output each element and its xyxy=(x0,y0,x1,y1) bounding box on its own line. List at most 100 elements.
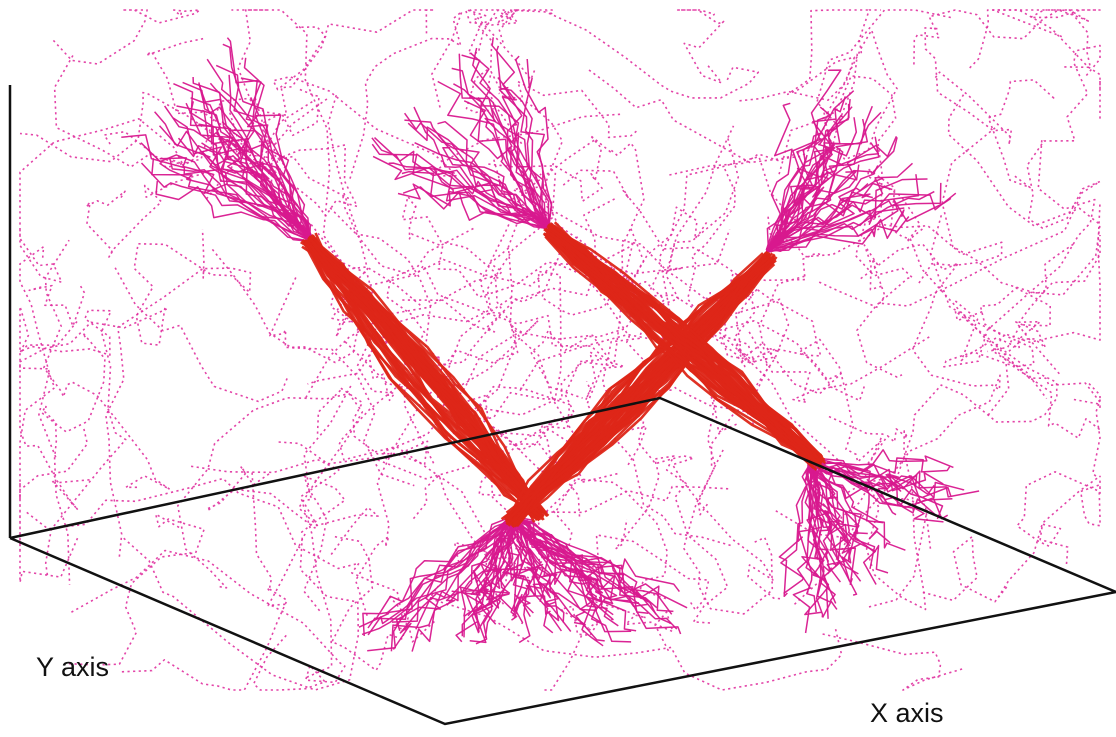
fan-trajectory xyxy=(140,142,313,240)
fan-trajectory xyxy=(215,64,313,241)
fan-trajectory xyxy=(510,519,674,613)
background-trajectory xyxy=(979,287,1051,353)
background-trajectory xyxy=(947,94,1101,296)
background-trajectory xyxy=(614,455,729,624)
background-trajectory xyxy=(778,75,913,378)
fan-trajectory xyxy=(807,461,852,545)
fan-trajectory xyxy=(768,192,957,250)
y-axis-label: Y axis xyxy=(36,652,110,682)
background-trajectory xyxy=(748,331,932,404)
background-trajectory xyxy=(348,10,463,182)
fan-trajectory xyxy=(768,105,873,249)
fan-trajectory xyxy=(768,190,935,253)
background-trajectory xyxy=(591,421,733,547)
background-trajectory xyxy=(995,383,1101,601)
fan-trajectory xyxy=(477,97,548,230)
background-trajectory xyxy=(19,309,127,576)
fan-trajectory xyxy=(809,458,935,495)
background-trajectory xyxy=(412,474,511,582)
background-trajectory xyxy=(19,91,240,163)
fan-trajectory xyxy=(810,462,889,574)
fan-trajectory xyxy=(768,96,847,252)
background-trajectory xyxy=(316,331,613,466)
fan-trajectory xyxy=(373,137,551,229)
background-trajectory xyxy=(278,432,578,573)
background-trajectory xyxy=(508,478,668,600)
fan-trajectory xyxy=(513,515,614,616)
fan-trajectory xyxy=(512,519,605,642)
fan-trajectory xyxy=(510,517,604,603)
fan-trajectory xyxy=(511,517,673,615)
fan-trajectory xyxy=(437,134,547,231)
background-trajectory xyxy=(822,633,966,691)
fan-trajectory xyxy=(511,516,598,598)
background-trajectory xyxy=(798,338,882,463)
fan-trajectory xyxy=(765,102,793,250)
fan-trajectory xyxy=(809,463,852,582)
fan-trajectory xyxy=(510,517,619,627)
background-trajectory xyxy=(19,245,58,461)
bundle-trajectory xyxy=(550,226,825,462)
fan-trajectory xyxy=(512,518,672,625)
background-trajectory xyxy=(330,227,474,351)
fan-trajectory xyxy=(397,183,549,229)
front-floor-edge xyxy=(9,536,1116,726)
axes xyxy=(8,85,1116,726)
background-trajectory xyxy=(258,97,329,154)
fan-trajectory xyxy=(801,461,824,618)
background-trajectory xyxy=(113,265,288,403)
background-trajectory xyxy=(19,118,184,283)
fan-trajectory xyxy=(392,519,513,650)
background-trajectory xyxy=(562,169,822,364)
background-trajectory xyxy=(276,155,442,378)
background-trajectory xyxy=(847,243,1001,493)
fan-trajectory xyxy=(767,209,905,252)
bundle-trajectory xyxy=(309,242,537,519)
fan-trajectory xyxy=(798,462,817,613)
fan-trajectory xyxy=(437,80,551,231)
fan-trajectory xyxy=(367,515,514,629)
background-trajectory xyxy=(354,373,581,620)
background-trajectory xyxy=(103,97,275,169)
fan-trajectory xyxy=(402,186,547,230)
background-trajectory xyxy=(739,9,871,102)
background-trajectory xyxy=(272,26,623,177)
background-trajectory xyxy=(40,332,106,585)
bundle-trajectory xyxy=(544,235,819,464)
fan-trajectory xyxy=(159,162,311,241)
fan-trajectory xyxy=(455,519,514,643)
background-trajectory xyxy=(65,513,205,666)
background-trajectory xyxy=(498,80,637,139)
background-trajectory xyxy=(239,475,346,607)
background-trajectory xyxy=(941,127,1076,295)
background-trajectory xyxy=(442,229,731,423)
fan-trajectory xyxy=(390,518,512,652)
background-trajectory xyxy=(682,448,774,615)
x-axis-label: X axis xyxy=(870,698,944,728)
background-trajectory xyxy=(19,493,79,584)
fan-trajectory xyxy=(765,182,893,250)
fan-trajectory xyxy=(805,464,838,610)
background-trajectory xyxy=(239,154,435,464)
fan-trajectory xyxy=(246,98,313,241)
fan-trajectory xyxy=(395,517,515,631)
fan-trajectory xyxy=(810,459,906,551)
bundle-trajectory xyxy=(506,251,768,524)
fan-trajectory xyxy=(509,514,680,593)
background-trajectory xyxy=(816,9,953,155)
bundle-trajectory xyxy=(507,258,768,521)
fan-trajectory xyxy=(768,191,873,250)
background-trajectory xyxy=(969,9,1101,69)
background-trajectory xyxy=(433,156,525,380)
background-trajectory xyxy=(269,266,422,364)
background-trajectory xyxy=(631,389,782,600)
background-trajectory xyxy=(133,229,252,346)
background-trajectory xyxy=(43,239,171,491)
fan-trajectory xyxy=(458,53,551,227)
background-trajectory xyxy=(487,134,645,292)
background-trajectory xyxy=(400,198,615,333)
end-fans xyxy=(121,37,980,652)
background-trajectory xyxy=(913,9,1092,69)
background-trajectory xyxy=(190,458,340,679)
background-trajectory xyxy=(818,244,886,308)
